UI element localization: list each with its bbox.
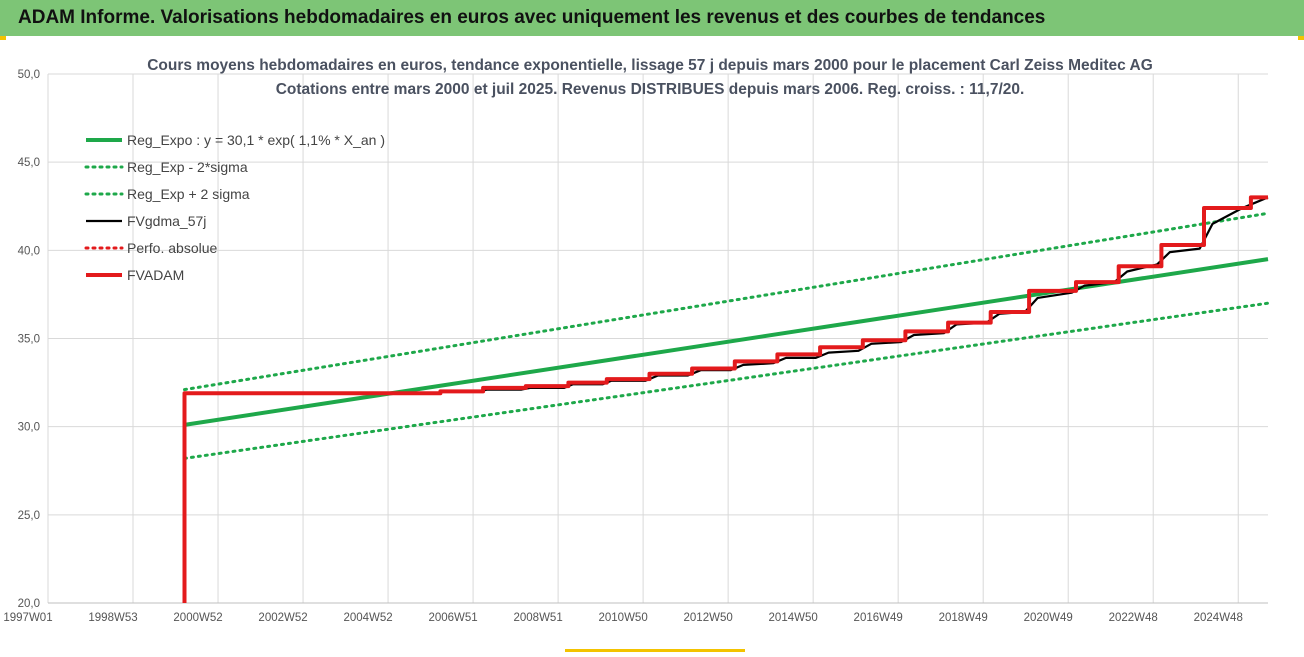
x-tick-label: 2000W52 [173, 612, 222, 624]
chart-title: Cours moyens hebdomadaires en euros, ten… [147, 57, 1153, 74]
y-tick-label: 25,0 [18, 510, 40, 522]
series-line-1 [183, 301, 1270, 460]
header-bar: ADAM Informe. Valorisations hebdomadaire… [0, 0, 1304, 36]
x-tick-label: 2010W50 [599, 612, 648, 624]
bottom-accent [565, 649, 745, 652]
x-axis-ticks: 1997W01 1998W53 2000W52 2002W52 2004W52 2006W… [3, 612, 1242, 624]
legend-label: Reg_Exp - 2*sigma [127, 159, 248, 175]
y-tick-label: 40,0 [18, 245, 40, 257]
line-chart: 20,0 25,0 30,0 35,0 40,0 45,0 50,0 1997W01 1998… [3, 57, 1270, 624]
x-tick-label: 2004W52 [343, 612, 392, 624]
legend-label: Reg_Exp + 2 sigma [127, 186, 250, 202]
x-tick-label: 2016W49 [854, 612, 903, 624]
grid-lines [47, 73, 1268, 604]
legend-label: Perfo. absolue [127, 240, 217, 256]
x-tick-label: 2020W49 [1024, 612, 1073, 624]
corner-accent-left [0, 36, 6, 40]
legend: Reg_Expo : y = 30,1 * exp( 1,1% * X_an )… [84, 132, 385, 283]
series-line-2 [183, 211, 1270, 392]
x-tick-label: 2002W52 [258, 612, 307, 624]
y-tick-label: 30,0 [18, 422, 40, 434]
y-tick-label: 45,0 [18, 157, 40, 169]
x-tick-label: 2022W48 [1109, 612, 1158, 624]
chart-subtitle: Cotations entre mars 2000 et juil 2025. … [276, 81, 1025, 98]
series-line-0 [184, 257, 1269, 427]
y-tick-label: 35,0 [18, 334, 40, 346]
series-group [182, 195, 1270, 603]
x-tick-label: 2006W51 [428, 612, 477, 624]
x-tick-label: 2024W48 [1194, 612, 1243, 624]
x-tick-label: 2012W50 [684, 612, 733, 624]
series-line-5 [182, 195, 1268, 603]
corner-accent-right [1298, 36, 1304, 40]
chart-area: 20,0 25,0 30,0 35,0 40,0 45,0 50,0 1997W01 1998… [0, 36, 1304, 652]
x-tick-label: 2018W49 [939, 612, 988, 624]
y-axis-ticks: 20,0 25,0 30,0 35,0 40,0 45,0 50,0 [18, 69, 40, 610]
x-tick-label: 2008W51 [513, 612, 562, 624]
x-tick-label: 2014W50 [769, 612, 818, 624]
y-tick-label: 20,0 [18, 598, 40, 610]
page-title: ADAM Informe. Valorisations hebdomadaire… [18, 7, 1046, 28]
y-tick-label: 50,0 [18, 69, 40, 81]
x-tick-label: 1997W01 [3, 612, 52, 624]
legend-label: Reg_Expo : y = 30,1 * exp( 1,1% * X_an ) [127, 132, 385, 148]
legend-label: FVADAM [127, 267, 184, 283]
x-tick-label: 1998W53 [88, 612, 137, 624]
legend-label: FVgdma_57j [127, 213, 206, 229]
